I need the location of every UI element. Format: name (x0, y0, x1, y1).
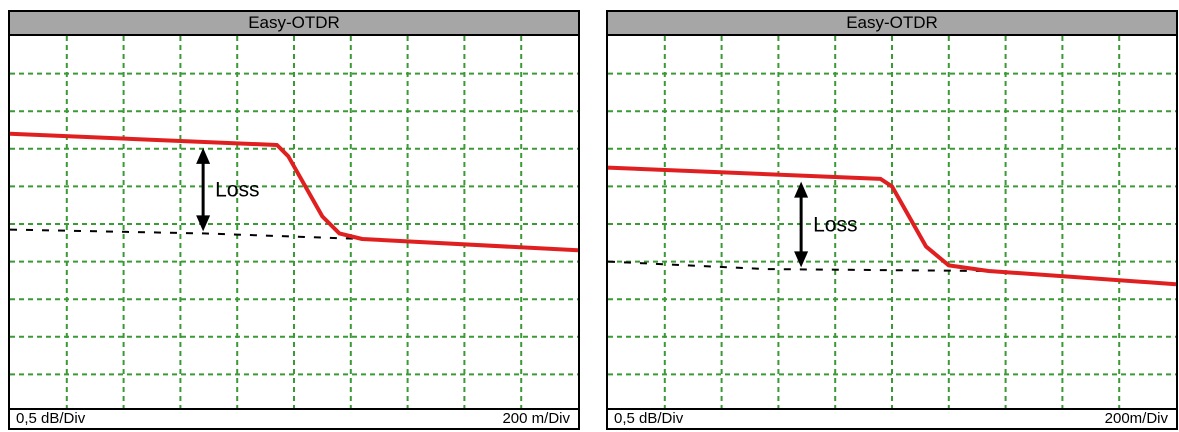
reference-dashed-line (10, 228, 578, 252)
loss-arrow-head-down (794, 251, 809, 268)
x-scale-label: 200m/Div (1104, 410, 1168, 427)
x-scale-label: 200 m/Div (502, 410, 570, 427)
panel-footer: 0,5 dB/Div 200 m/Div (10, 408, 578, 428)
y-scale-label: 0,5 dB/Div (16, 410, 86, 427)
otdr-panel-left: Easy-OTDR Loss 0,5 dB/Div 200 m/Div (8, 10, 580, 430)
plot-area: Loss (10, 36, 578, 412)
otdr-panel-right: Easy-OTDR Loss 0,5 dB/Div 200m/Div (606, 10, 1178, 430)
plot-area: Loss (608, 36, 1176, 412)
loss-arrow-head-down (196, 215, 211, 232)
otdr-chart: Loss (608, 36, 1176, 412)
fiber-trace-line (608, 165, 1176, 287)
loss-annotation-label: Loss (215, 179, 259, 202)
fiber-trace-line (10, 131, 578, 253)
y-scale-label: 0,5 dB/Div (614, 410, 684, 427)
panel-title: Easy-OTDR (608, 12, 1176, 36)
loss-annotation-label: Loss (813, 213, 857, 236)
loss-arrow-head-up (794, 181, 809, 198)
loss-arrow-head-up (196, 147, 211, 164)
panel-footer: 0,5 dB/Div 200m/Div (608, 408, 1176, 428)
panel-title: Easy-OTDR (10, 12, 578, 36)
otdr-chart: Loss (10, 36, 578, 412)
